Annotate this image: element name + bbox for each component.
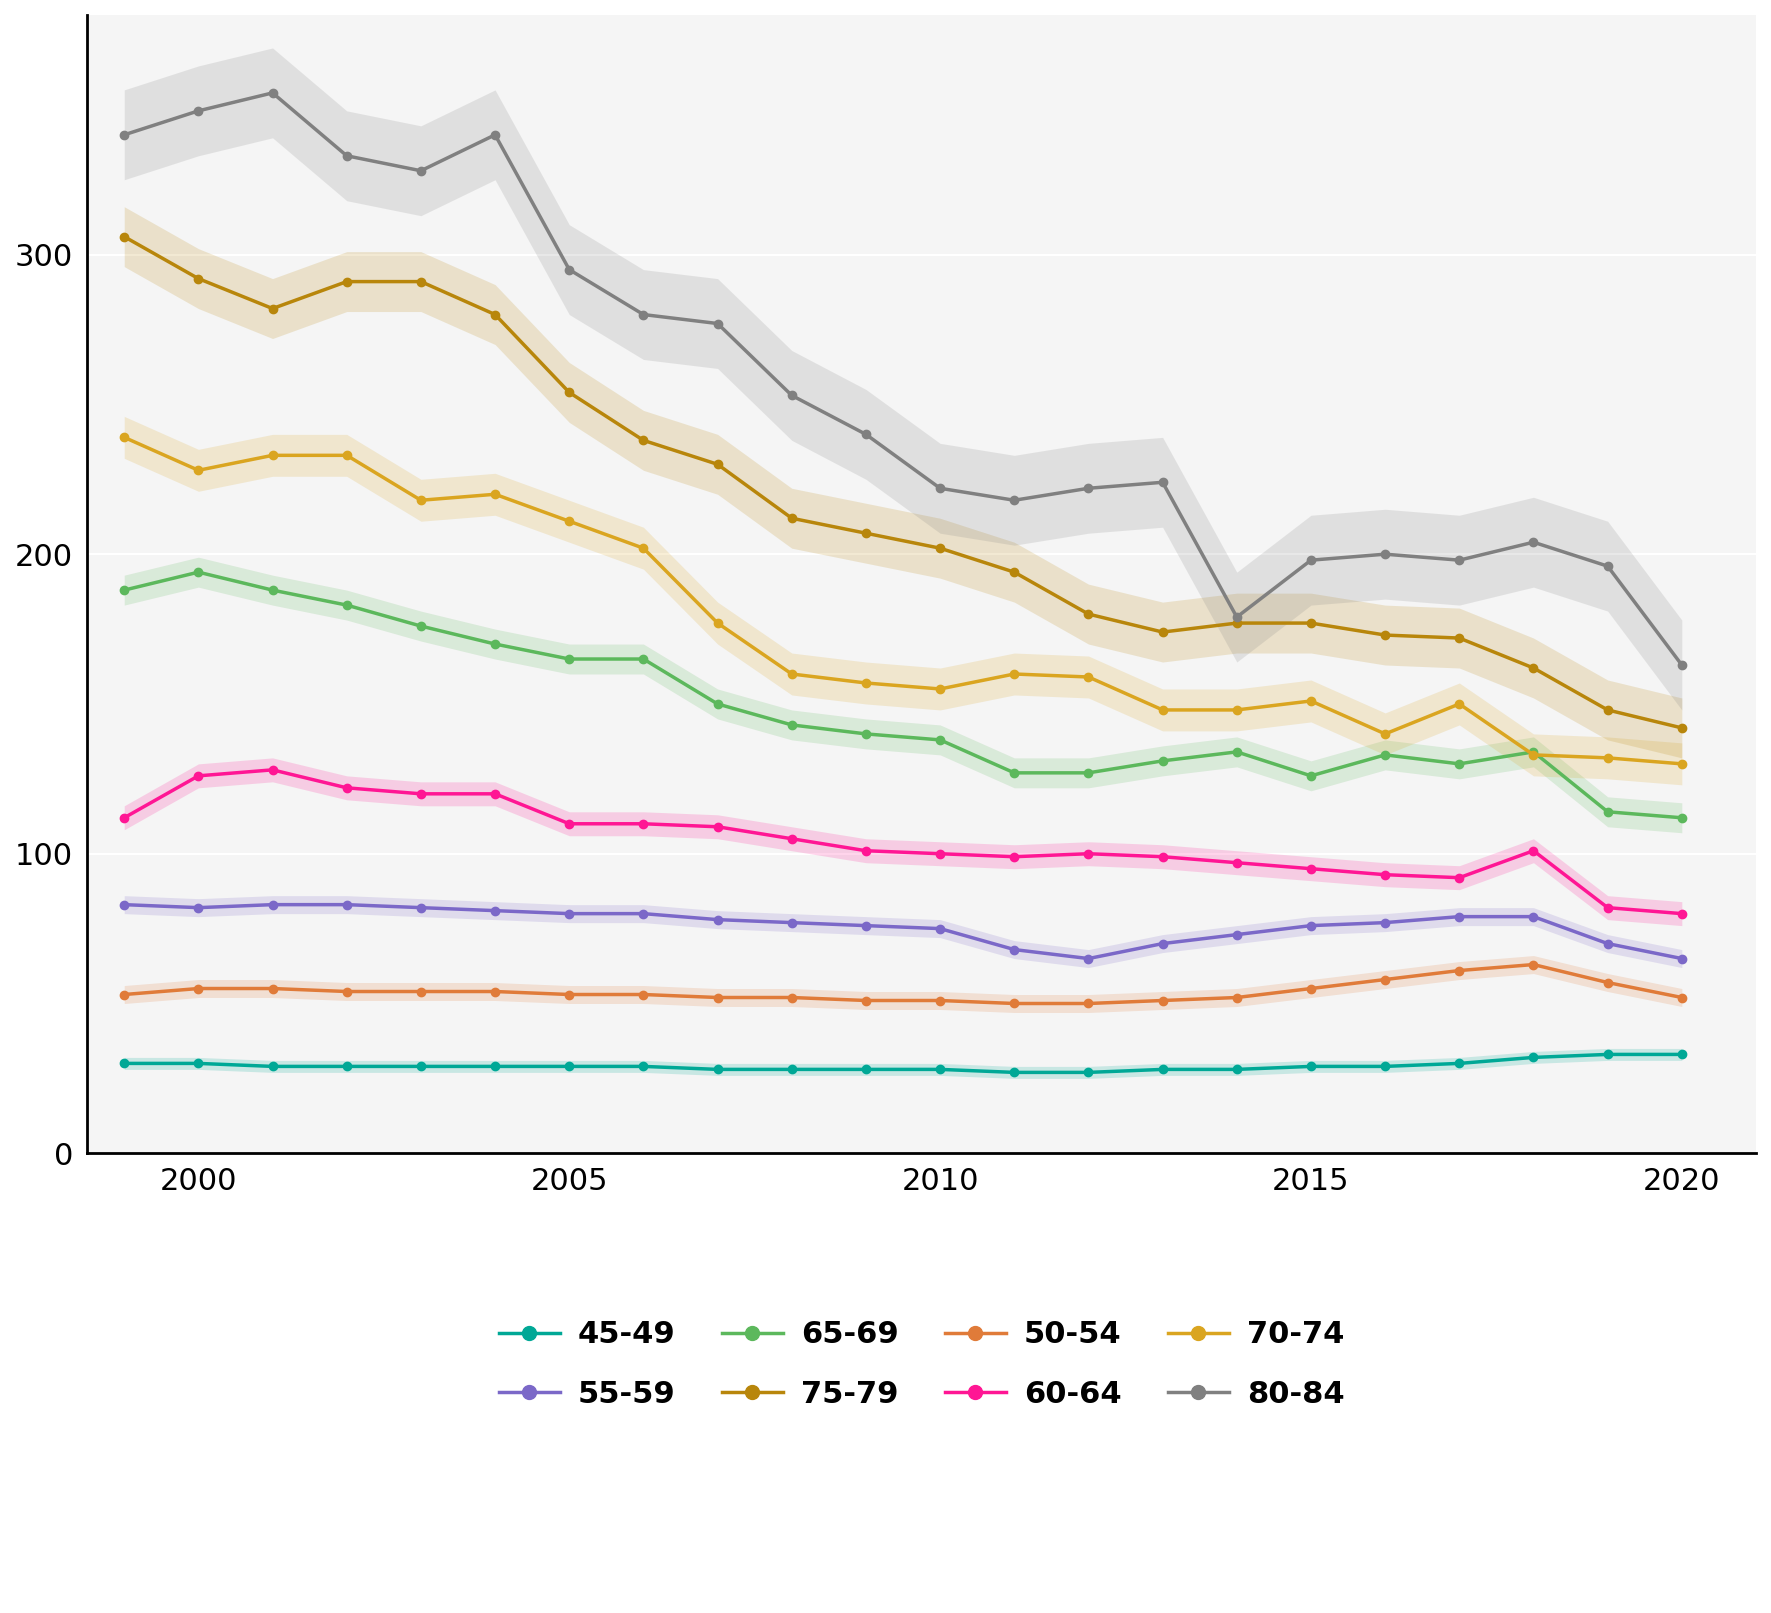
Legend: 45-49, 55-59, 65-69, 75-79, 50-54, 60-64, 70-74, 80-84: 45-49, 55-59, 65-69, 75-79, 50-54, 60-64… bbox=[483, 1305, 1360, 1424]
